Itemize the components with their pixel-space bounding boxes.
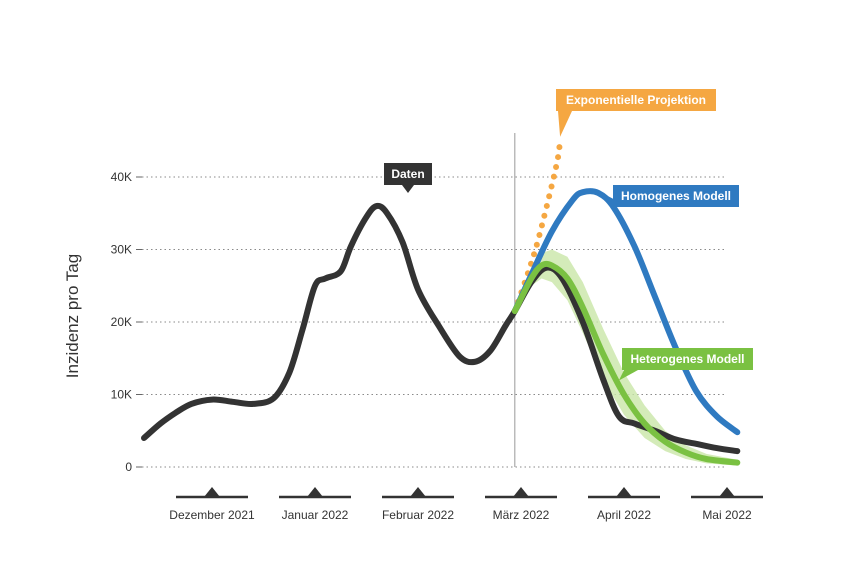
y-tick-label: 30K — [111, 243, 132, 257]
x-tick-marker — [513, 487, 529, 497]
x-tick-marker — [307, 487, 323, 497]
y-axis-label: Inzidenz pro Tag — [63, 254, 82, 378]
series-lines — [141, 137, 741, 466]
x-axis: Dezember 2021 Januar 2022 Februar 2022 März… — [169, 487, 763, 522]
callout-heterogenes-modell-label: Heterogenes Modell — [630, 352, 744, 366]
callout-homogenes-modell-pointer — [603, 193, 629, 207]
callout-daten-pointer — [402, 185, 414, 193]
x-tick-label: Februar 2022 — [382, 508, 454, 522]
heterogeneous-band — [514, 249, 738, 466]
callout-exponentielle-projektion-pointer — [558, 111, 572, 137]
callout-heterogenes-modell-box — [622, 348, 753, 370]
x-tick-label: Januar 2022 — [282, 508, 349, 522]
callout-daten-box — [384, 163, 432, 185]
y-tick-label: 10K — [111, 388, 132, 402]
y-tick-label: 40K — [111, 170, 132, 184]
series-line-daten — [141, 202, 741, 455]
y-tick-label: 0 — [125, 460, 132, 474]
callout-heterogenes-modell-pointer — [618, 370, 638, 381]
x-tick-label: März 2022 — [493, 508, 550, 522]
callout-daten-label: Daten — [391, 167, 424, 181]
series-line-homogenes-modell — [511, 188, 741, 436]
confidence-band — [514, 249, 738, 466]
x-tick-marker — [204, 487, 220, 497]
x-tick-marker — [616, 487, 632, 497]
annotations: Daten Exponentielle Projektion Homogenes M… — [384, 89, 753, 381]
callout-homogenes-modell-label: Homogenes Modell — [621, 189, 731, 203]
callout-homogenes-modell-box — [613, 185, 739, 207]
callout-exponentielle-projektion-box — [556, 89, 716, 111]
x-tick-label: Dezember 2021 — [169, 508, 255, 522]
x-tick-marker — [719, 487, 735, 497]
x-tick-label: Mai 2022 — [702, 508, 752, 522]
callout-exponentielle-projektion-label: Exponentielle Projektion — [566, 93, 706, 107]
x-tick-label: April 2022 — [597, 508, 651, 522]
x-tick-marker — [410, 487, 426, 497]
series-line-heterogenes-modell — [511, 260, 741, 466]
y-axis: 0 10K 20K 30K 40K — [111, 170, 142, 474]
y-tick-label: 20K — [111, 315, 132, 329]
